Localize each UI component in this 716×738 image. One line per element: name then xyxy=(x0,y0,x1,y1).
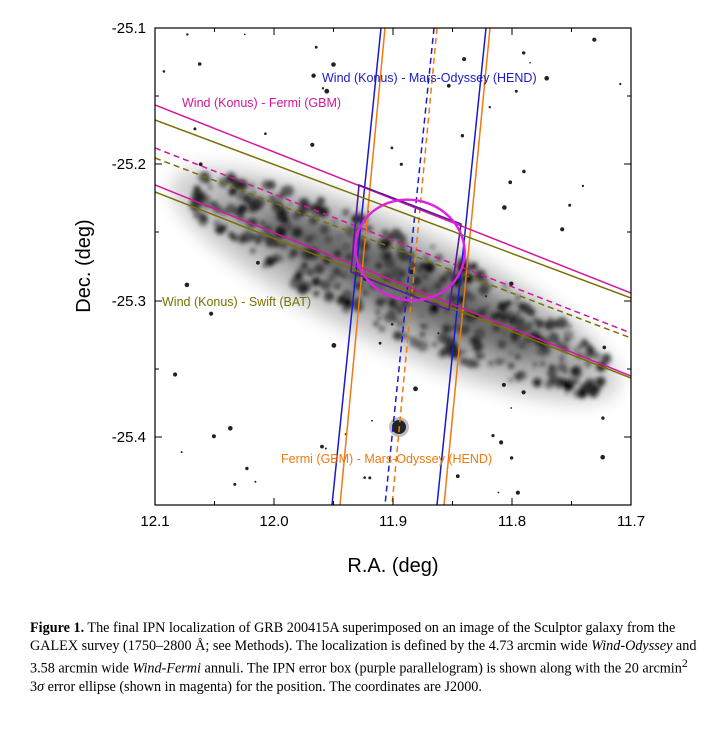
x-tick-label: 12.1 xyxy=(140,513,169,530)
y-axis-title: Dec. (deg) xyxy=(73,219,95,312)
konus-gbm-line-upper xyxy=(155,104,631,294)
konus-bat-line-upper xyxy=(155,119,631,299)
foreground-stars xyxy=(162,33,622,495)
gbm-hend-line-left xyxy=(339,28,386,505)
annotation-konus-hend: Wind (Konus) - Mars-Odyssey (HEND) xyxy=(322,71,537,85)
konus-bat-line-center xyxy=(155,157,631,339)
gbm-hend-annulus xyxy=(339,28,491,505)
figure-caption: Figure 1. The final IPN localization of … xyxy=(30,620,702,696)
caption-sigma: σ xyxy=(37,678,45,695)
caption-text: annuli. The IPN error box (purple parall… xyxy=(201,660,682,677)
figure-chart: 12.1 12.0 11.9 11.8 11.7 -25.1 -25.2 -25… xyxy=(73,20,645,577)
konus-gbm-line-center xyxy=(155,147,631,334)
x-tick-label: 11.9 xyxy=(379,513,407,530)
konus-bat-annulus xyxy=(155,119,631,379)
konus-bat-line-lower xyxy=(155,191,631,379)
ipn-error-box xyxy=(350,183,462,312)
y-tick-label: -25.4 xyxy=(112,429,146,446)
caption-emphasis: Wind-Odyssey xyxy=(591,637,673,654)
konus-gbm-line-lower xyxy=(155,184,631,377)
caption-emphasis: Wind-Fermi xyxy=(132,660,201,677)
x-tick-label: 11.7 xyxy=(617,513,645,530)
y-tick-label: -25.2 xyxy=(112,156,146,173)
caption-label: Figure 1. xyxy=(30,620,85,636)
y-tick-label: -25.1 xyxy=(112,20,146,37)
annotation-gbm-hend: Fermi (GBM) - Mars-Odyssey (HEND) xyxy=(281,452,492,466)
annotation-konus-gbm: Wind (Konus) - Fermi (GBM) xyxy=(182,96,341,110)
caption-text: and 3.58 arcmin wide xyxy=(30,637,697,677)
caption-text: error ellipse (shown in magenta) for the… xyxy=(44,678,482,695)
caption-superscript: 2 xyxy=(681,656,688,671)
konus-gbm-annulus xyxy=(155,104,631,377)
y-tick-label: -25.3 xyxy=(112,293,146,310)
caption-text: The final IPN localization of GRB 200415… xyxy=(30,620,676,654)
x-tick-label: 11.8 xyxy=(498,513,526,530)
error-ellipse xyxy=(354,198,466,302)
gbm-hend-line-right xyxy=(443,28,491,505)
annotation-konus-bat: Wind (Konus) - Swift (BAT) xyxy=(162,295,311,309)
caption-text: 3 xyxy=(30,678,38,695)
x-tick-label: 12.0 xyxy=(259,513,288,530)
x-axis-title: R.A. (deg) xyxy=(347,555,438,577)
